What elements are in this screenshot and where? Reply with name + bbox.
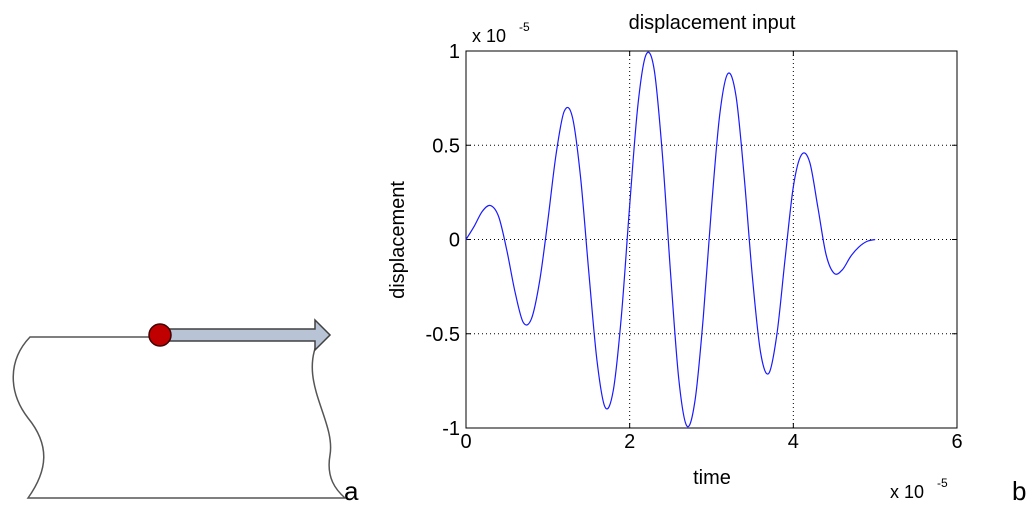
x-axis-label: time bbox=[693, 467, 731, 489]
panel-b-label: b bbox=[1012, 476, 1026, 505]
x-tick-label: 4 bbox=[788, 431, 799, 453]
panel-a-schematic bbox=[12, 318, 347, 499]
y-exponent-label: x 10 -5 bbox=[472, 20, 530, 46]
chart-title: displacement input bbox=[629, 12, 796, 34]
plot-area bbox=[465, 50, 958, 429]
displacement-series-line bbox=[465, 51, 876, 428]
surface-outline bbox=[12, 336, 347, 499]
y-tick-label: 0 bbox=[449, 230, 460, 252]
source-point-marker bbox=[148, 323, 172, 347]
grid-lines bbox=[466, 51, 957, 428]
x-exponent-power: -5 bbox=[937, 476, 948, 490]
y-axis-label: displacement bbox=[387, 181, 409, 299]
y-exponent-base: x 10 bbox=[472, 26, 506, 46]
y-tick-label: -0.5 bbox=[426, 324, 460, 346]
displacement-chart: 0 2 4 6-1-0.500.51 displacement input time … bbox=[387, 12, 963, 502]
x-exponent-label: x 10 -5 bbox=[890, 476, 948, 502]
tick-labels: 0 2 4 6 -1 -0.5 0 0.5 1 bbox=[426, 41, 963, 453]
y-exponent-power: -5 bbox=[519, 20, 530, 34]
x-tick-label: 6 bbox=[951, 431, 962, 453]
displacement-arrow bbox=[161, 318, 332, 352]
x-tick-label: 0 bbox=[460, 431, 471, 453]
panel-a-label: a bbox=[344, 476, 359, 505]
y-tick-label: 0.5 bbox=[432, 135, 460, 157]
axis-ticks bbox=[465, 50, 958, 429]
y-tick-label: -1 bbox=[442, 418, 460, 440]
y-tick-label: 1 bbox=[449, 41, 460, 63]
x-exponent-base: x 10 bbox=[890, 482, 924, 502]
x-tick-label: 2 bbox=[624, 431, 635, 453]
